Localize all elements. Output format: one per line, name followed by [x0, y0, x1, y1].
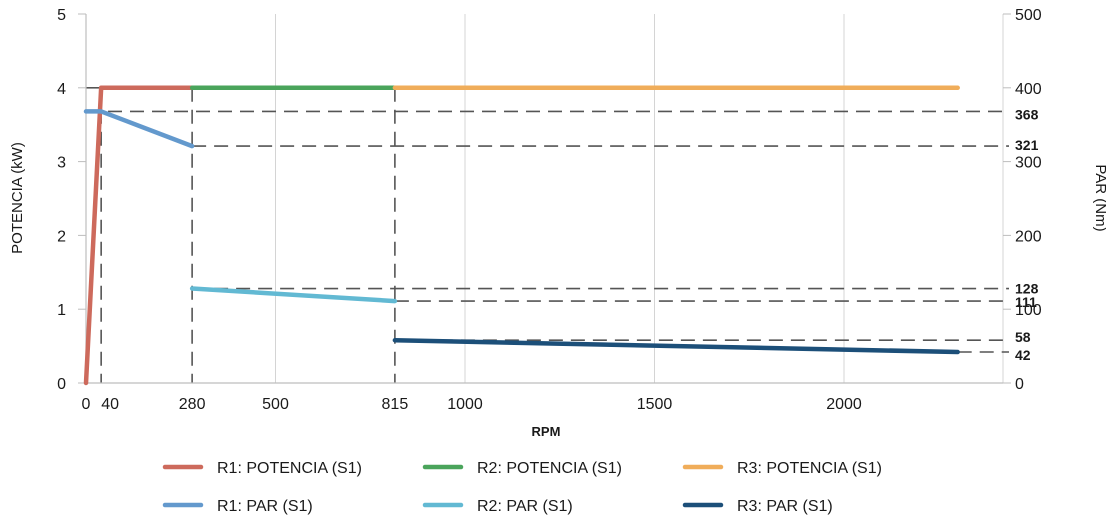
axes: [78, 13, 1011, 384]
series-line-4: [83, 109, 195, 149]
y-left-tick-label-1: 1: [57, 302, 66, 319]
legend: R1: POTENCIA (S1) R2: POTENCIA (S1) R3: PO…: [162, 460, 882, 515]
x-tick-label-815: 815: [382, 396, 409, 413]
x-tick-label-0: 0: [82, 396, 91, 413]
legend-label-6: R3: PAR (S1): [737, 498, 833, 515]
reference-lines: [86, 87, 1009, 383]
y-left-tick-label-0: 0: [57, 376, 66, 393]
grid-layer: [275, 14, 1004, 383]
y-right-tick-label-0: 0: [1015, 376, 1024, 393]
y-right-tick-label-500: 500: [1015, 7, 1042, 24]
legend-label-3: R3: POTENCIA (S1): [737, 460, 882, 477]
y-right-ref-label-368: 368: [1015, 106, 1039, 122]
y-right-ref-label-321: 321: [1015, 137, 1039, 153]
y-right-ref-label-128: 128: [1015, 281, 1039, 297]
legend-label-5: R2: PAR (S1): [477, 498, 573, 515]
legend-label-4: R1: PAR (S1): [217, 498, 313, 515]
series-line-6: [392, 337, 960, 355]
y-right-tick-label-200: 200: [1015, 228, 1042, 245]
x-tick-label-1000: 1000: [447, 396, 483, 413]
y-right-tick-label-400: 400: [1015, 81, 1042, 98]
y-left-tick-label-2: 2: [57, 228, 66, 245]
series-line-1: [83, 85, 195, 386]
y-left-tick-label-3: 3: [57, 155, 66, 172]
legend-label-1: R1: POTENCIA (S1): [217, 460, 362, 477]
x-tick-label-2000: 2000: [826, 396, 862, 413]
y-right-ref-label-42: 42: [1015, 347, 1031, 363]
y-axis-left-title: POTENCIA (kW): [9, 142, 26, 254]
tick-labels: 0 40 280 815 500 1000 1500 2000 0 1 2 3 4 5 0 100 200 300…: [57, 7, 1042, 413]
x-tick-label-500: 500: [262, 396, 289, 413]
y-axis-right-title: PAR (Nm): [1092, 164, 1106, 231]
x-axis-title: RPM: [532, 424, 561, 439]
x-tick-label-1500: 1500: [637, 396, 673, 413]
y-right-tick-label-100: 100: [1015, 302, 1042, 319]
x-tick-label-40: 40: [101, 396, 119, 413]
x-tick-label-280: 280: [179, 396, 206, 413]
y-right-ref-label-58: 58: [1015, 329, 1031, 345]
series-line-5: [189, 286, 398, 304]
y-right-ref-label-111: 111: [1015, 294, 1037, 310]
y-left-tick-label-4: 4: [57, 81, 66, 98]
y-left-tick-label-5: 5: [57, 7, 66, 24]
series-layer: [83, 85, 960, 386]
y-right-tick-label-300: 300: [1015, 155, 1042, 172]
legend-label-2: R2: POTENCIA (S1): [477, 460, 622, 477]
